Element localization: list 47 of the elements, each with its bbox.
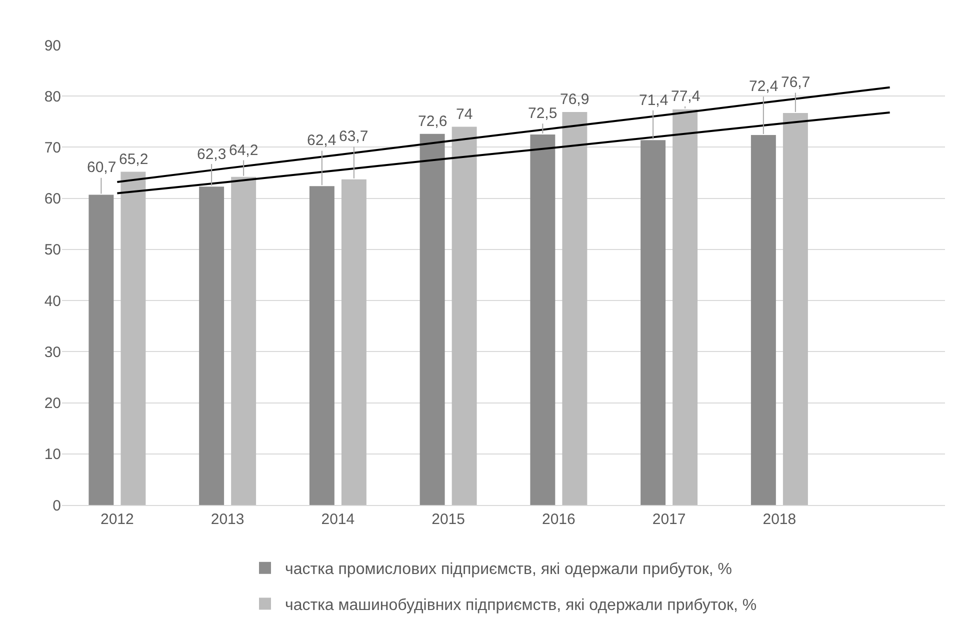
y-tick-label: 20 [44,395,61,412]
bar [231,176,256,505]
bar [640,140,666,505]
y-tick-label: 30 [44,344,61,361]
y-tick-label: 10 [44,446,61,464]
data-label: 76,7 [781,74,810,91]
data-label: 63,7 [339,128,368,145]
bar [530,134,556,505]
x-tick-label: 2014 [321,511,355,528]
bar [199,186,224,505]
x-tick-label: 2012 [100,511,134,528]
data-label: 76,9 [560,91,590,108]
x-tick-label: 2016 [542,511,576,528]
data-label: 72,4 [749,78,778,95]
y-tick-label: 0 [52,497,61,514]
y-tick-label: 60 [44,190,61,208]
data-label: 65,2 [119,151,148,168]
bar [562,112,588,505]
x-tick-label: 2013 [210,511,244,528]
bar [88,194,114,505]
y-tick-label: 90 [44,37,61,54]
x-tick-label: 2015 [432,511,465,528]
data-label: 64,2 [229,142,258,159]
bar [420,134,445,505]
bar [309,186,334,505]
data-label: 74 [456,106,473,123]
bar [341,179,366,505]
y-tick-label: 50 [44,242,61,259]
bar [750,134,776,505]
legend-label: частка промислових підприємств, які одержали прибуток, % [285,561,732,578]
y-tick-label: 40 [44,292,61,310]
x-tick-label: 2017 [652,511,686,528]
data-label: 62,4 [307,132,336,149]
x-tick-label: 2018 [762,511,796,528]
data-label: 62,3 [197,146,226,163]
bar [120,172,146,505]
bar [782,112,808,505]
data-label: 77,4 [671,88,700,105]
data-label: 72,5 [528,105,558,122]
data-label: 71,4 [639,92,668,109]
y-tick-label: 80 [44,88,61,106]
y-tick-label: 70 [44,139,61,156]
data-label: 60,7 [87,159,116,176]
data-label: 72,6 [418,113,448,130]
legend-label: частка машинобудівних підприємств, які одержали прибуток, % [285,596,757,614]
bar [452,126,477,505]
bar [672,109,698,505]
